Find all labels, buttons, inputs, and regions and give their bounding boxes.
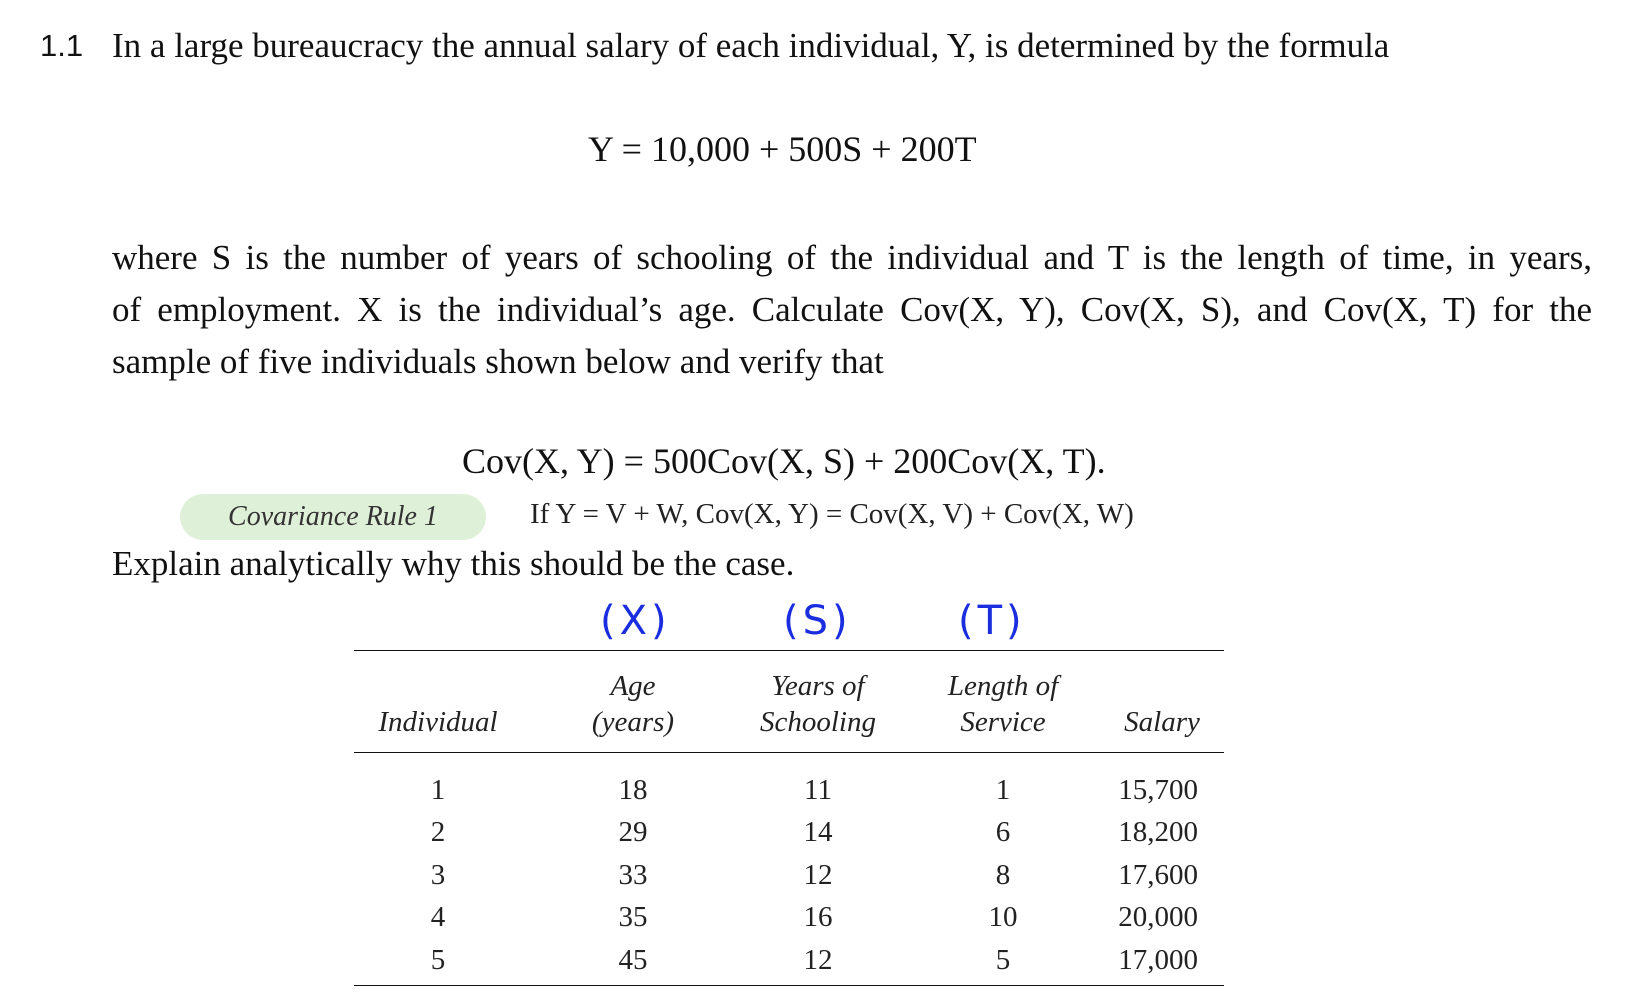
header-line: Salary <box>1124 706 1200 738</box>
cell-service: 5 <box>995 944 1011 976</box>
cell-service: 8 <box>995 859 1011 891</box>
cell-age: 18 <box>618 774 648 806</box>
header-line: Length of <box>947 670 1059 702</box>
cell-age: 45 <box>618 944 648 976</box>
cell-individual: 3 <box>430 859 446 891</box>
header-age: Age (years) <box>538 668 728 740</box>
cell-schooling: 12 <box>803 944 833 976</box>
cell-age: 33 <box>618 859 648 891</box>
table-bottom-rule <box>354 985 1224 986</box>
cell-age: 29 <box>618 816 648 848</box>
covariance-rule-text: If Y = V + W, Cov(X, Y) = Cov(X, V) + Co… <box>530 498 1134 530</box>
cell-individual: 2 <box>430 816 446 848</box>
header-line: Service <box>960 706 1046 738</box>
table-top-rule <box>354 650 1224 651</box>
question-intro: In a large bureaucracy the annual salary… <box>112 26 1390 65</box>
cell-schooling: 11 <box>804 774 832 806</box>
paragraph-line: of employment. X is the individual’s age… <box>112 290 1592 329</box>
cell-service: 6 <box>995 816 1011 848</box>
header-line: Years of <box>771 670 865 702</box>
paragraph-line: where S is the number of years of school… <box>112 238 1592 277</box>
salary-formula: Y = 10,000 + 500S + 200T <box>588 129 977 169</box>
handwritten-s-annotation: (S) <box>783 598 852 644</box>
cell-age: 35 <box>618 901 648 933</box>
header-salary: Salary <box>1067 704 1257 740</box>
header-line: Individual <box>378 706 498 738</box>
cell-service: 1 <box>995 774 1011 806</box>
question-number: 1.1 <box>40 28 84 63</box>
header-line: Schooling <box>760 706 876 738</box>
cell-schooling: 16 <box>803 901 833 933</box>
handwritten-x-annotation: (X) <box>600 598 671 644</box>
cell-schooling: 14 <box>803 816 833 848</box>
header-schooling: Years of Schooling <box>723 668 913 740</box>
cell-individual: 5 <box>430 944 446 976</box>
cell-salary: 18,200 <box>1118 816 1198 848</box>
cell-salary: 15,700 <box>1118 774 1198 806</box>
cell-service: 10 <box>988 901 1018 933</box>
cell-salary: 17,000 <box>1118 944 1198 976</box>
table-header-rule <box>354 752 1224 753</box>
question-paragraph: where S is the number of years of school… <box>112 232 1592 388</box>
handwritten-t-annotation: (T) <box>958 598 1026 644</box>
cell-schooling: 12 <box>803 859 833 891</box>
cell-individual: 4 <box>430 901 446 933</box>
covariance-rule-badge: Covariance Rule 1 <box>180 494 486 540</box>
cell-salary: 20,000 <box>1118 901 1198 933</box>
header-service: Length of Service <box>908 668 1098 740</box>
header-line: (years) <box>591 706 675 738</box>
explain-instruction: Explain analytically why this should be … <box>112 544 795 583</box>
verify-equation: Cov(X, Y) = 500Cov(X, S) + 200Cov(X, T). <box>462 441 1106 481</box>
cell-individual: 1 <box>430 774 446 806</box>
header-individual: Individual <box>343 704 533 740</box>
paragraph-line: sample of five individuals shown below a… <box>112 342 884 381</box>
cell-salary: 17,600 <box>1118 859 1198 891</box>
header-line: Age <box>610 670 656 702</box>
